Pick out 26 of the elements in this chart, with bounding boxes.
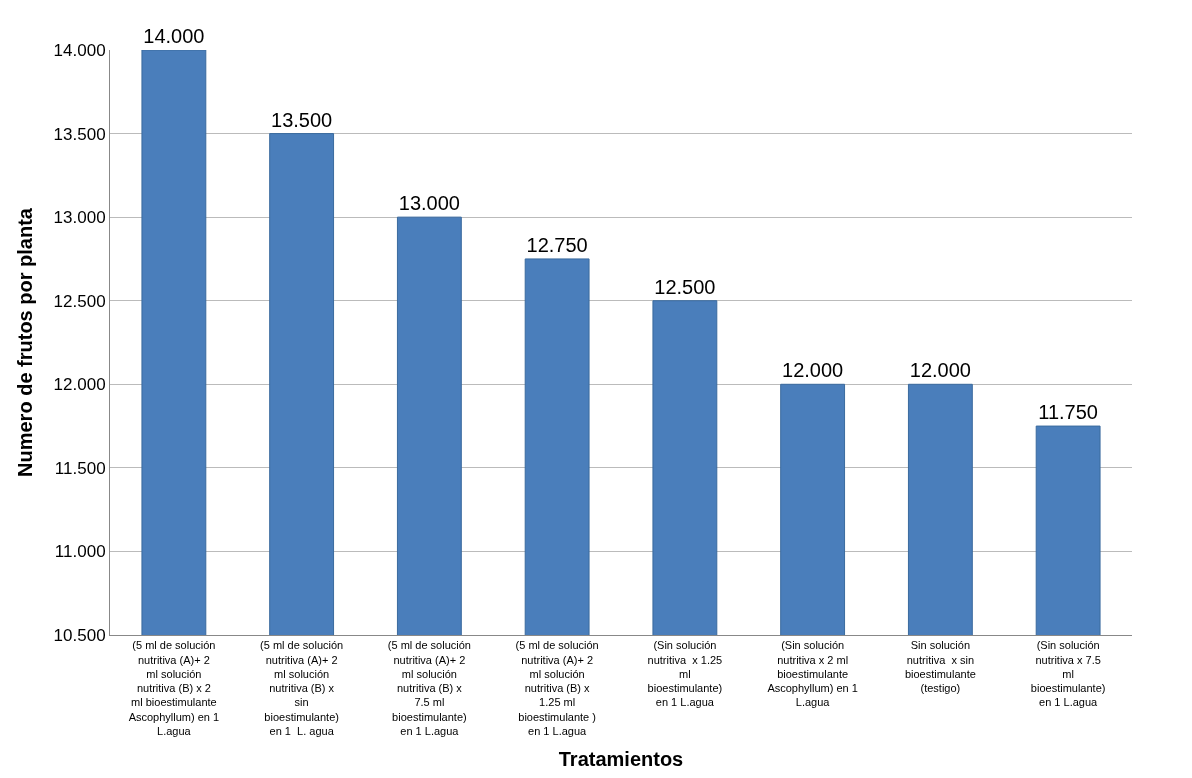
x-axis-title: Tratamientos	[558, 747, 684, 770]
data-label: 13.000	[398, 192, 460, 215]
y-axis-title: Numero de frutos por planta	[14, 207, 37, 477]
y-tick-label: 10.500	[53, 625, 106, 645]
y-tick-label: 14.000	[53, 40, 106, 60]
y-tick-label: 11.000	[54, 542, 106, 562]
data-label: 12.500	[654, 275, 716, 298]
y-tick-label: 12.500	[53, 291, 106, 311]
x-tick-label: (Sin solución nutritiva x 2 ml bioestimulante Ascophyllum) en 1 L.agua	[767, 639, 858, 709]
data-label: 12.750	[526, 233, 588, 256]
x-tick-label: (Sin solución nutritiva x 7.5 ml bioestimulante) en 1 L.agua	[1030, 639, 1106, 709]
data-label: 12.000	[909, 359, 971, 382]
y-tick-label: 12.000	[53, 375, 106, 395]
y-tick-label: 13.500	[53, 124, 106, 144]
x-tick-label: (5 ml de solución nutritiva (A)+ 2 ml solución nutritiva (B) x 2 ml bioestimulante Ascophyllum) en 1 L.agua	[128, 639, 220, 737]
data-label: 13.500	[271, 108, 333, 131]
x-tick-label: (5 ml de solución nutritiva (A)+ 2 ml solución nutritiva (B) x sin bioestimulante) en 1 L. agua	[260, 639, 344, 737]
x-tick-label: (Sin solución nutritiva x 1.25 ml bioestimulante) en 1 L.agua	[647, 639, 723, 709]
data-label: 12.000	[782, 359, 844, 382]
data-label: 14.000	[143, 25, 205, 47]
y-tick-label: 11.500	[54, 458, 106, 478]
x-tick-label: (5 ml de solución nutritiva (A)+ 2 ml solución nutritiva (B) x 7.5 ml bioestimulante) en 1 L.agua	[387, 639, 471, 737]
y-tick-label: 13.000	[53, 208, 106, 228]
data-label: 11.750	[1038, 401, 1098, 424]
x-tick-label: (5 ml de solución nutritiva (A)+ 2 ml solución nutritiva (B) x 1.25 ml bioestimulante ) en 1 L.agua	[515, 639, 599, 737]
x-tick-label: Sin solución nutritiva x sin bioestimulante (testigo)	[904, 639, 976, 695]
